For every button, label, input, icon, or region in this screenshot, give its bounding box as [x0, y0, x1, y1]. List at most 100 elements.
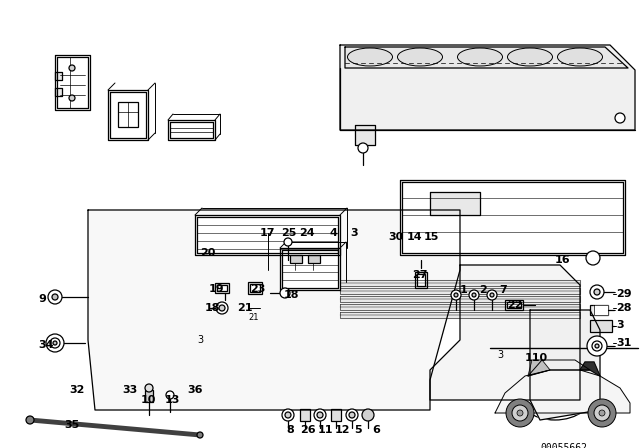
Text: 18: 18 [284, 290, 299, 300]
Text: 26: 26 [300, 425, 316, 435]
Text: 34: 34 [38, 340, 54, 350]
Text: 22: 22 [508, 300, 523, 310]
Ellipse shape [557, 48, 602, 66]
Circle shape [472, 293, 476, 297]
Circle shape [219, 305, 225, 311]
Circle shape [469, 290, 479, 300]
Circle shape [615, 113, 625, 123]
Text: 3: 3 [497, 350, 503, 360]
Bar [300, 409, 310, 421]
Circle shape [588, 399, 616, 427]
Circle shape [48, 290, 62, 304]
Polygon shape [195, 215, 340, 255]
Circle shape [594, 405, 610, 421]
Bar [308, 255, 320, 263]
Text: 33: 33 [122, 385, 138, 395]
Text: 32: 32 [69, 385, 84, 395]
Text: 15: 15 [423, 232, 438, 242]
Bar [215, 283, 229, 293]
Circle shape [592, 341, 602, 351]
Circle shape [145, 384, 153, 392]
Text: 17: 17 [259, 228, 275, 238]
Bar [415, 272, 427, 288]
Bar [248, 282, 262, 294]
Polygon shape [57, 57, 88, 108]
Polygon shape [168, 120, 215, 140]
Polygon shape [55, 72, 62, 80]
Polygon shape [282, 250, 338, 288]
Circle shape [506, 399, 534, 427]
Text: 36: 36 [188, 385, 203, 395]
Bar [417, 274, 425, 286]
Text: 28: 28 [616, 303, 632, 313]
Text: 1: 1 [460, 285, 468, 295]
Polygon shape [430, 192, 480, 215]
Text: 21: 21 [249, 314, 259, 323]
Circle shape [317, 412, 323, 418]
Text: 23: 23 [250, 284, 266, 294]
Polygon shape [340, 280, 580, 286]
Text: 7: 7 [499, 285, 507, 295]
Bar [118, 102, 138, 127]
Text: 8: 8 [286, 425, 294, 435]
Circle shape [358, 143, 368, 153]
Circle shape [52, 294, 58, 300]
Circle shape [166, 391, 174, 399]
Text: 19: 19 [209, 284, 224, 294]
Text: 29: 29 [616, 289, 632, 299]
Text: 24: 24 [299, 228, 315, 238]
Text: 4: 4 [329, 228, 337, 238]
Polygon shape [88, 210, 460, 410]
Text: 11: 11 [317, 425, 333, 435]
Polygon shape [340, 304, 580, 310]
Text: 16: 16 [555, 255, 571, 265]
Polygon shape [530, 310, 600, 420]
Polygon shape [340, 296, 580, 302]
Text: 110: 110 [524, 353, 548, 363]
Bar [290, 255, 302, 263]
Text: 12: 12 [334, 425, 349, 435]
Polygon shape [528, 360, 590, 376]
Ellipse shape [458, 48, 502, 66]
Polygon shape [495, 370, 630, 413]
Bar [505, 300, 523, 310]
Bar [145, 390, 153, 402]
Ellipse shape [348, 48, 392, 66]
Bar [507, 302, 521, 308]
Bar [331, 409, 341, 421]
Circle shape [285, 412, 291, 418]
Circle shape [53, 341, 57, 345]
Polygon shape [55, 88, 62, 96]
Bar [217, 285, 227, 291]
Text: 00055662: 00055662 [541, 443, 588, 448]
Polygon shape [402, 182, 623, 253]
Text: 3: 3 [350, 228, 358, 238]
Circle shape [314, 409, 326, 421]
Polygon shape [55, 55, 90, 110]
Circle shape [280, 288, 290, 298]
Polygon shape [340, 288, 580, 294]
Circle shape [599, 410, 605, 416]
Polygon shape [170, 122, 213, 138]
Text: 10: 10 [140, 395, 156, 405]
Polygon shape [340, 312, 580, 318]
Bar [590, 320, 612, 332]
Circle shape [586, 251, 600, 265]
Polygon shape [110, 92, 146, 138]
Circle shape [50, 338, 60, 348]
Circle shape [454, 293, 458, 297]
Text: 25: 25 [282, 228, 297, 238]
Circle shape [512, 405, 528, 421]
Circle shape [284, 238, 292, 246]
Circle shape [346, 409, 358, 421]
Text: 2: 2 [479, 285, 487, 295]
Polygon shape [340, 45, 635, 130]
Circle shape [26, 416, 34, 424]
Circle shape [69, 65, 75, 71]
Circle shape [69, 95, 75, 101]
Text: 30: 30 [388, 232, 404, 242]
Circle shape [490, 293, 494, 297]
Circle shape [46, 334, 64, 352]
Circle shape [197, 432, 203, 438]
Circle shape [517, 410, 523, 416]
